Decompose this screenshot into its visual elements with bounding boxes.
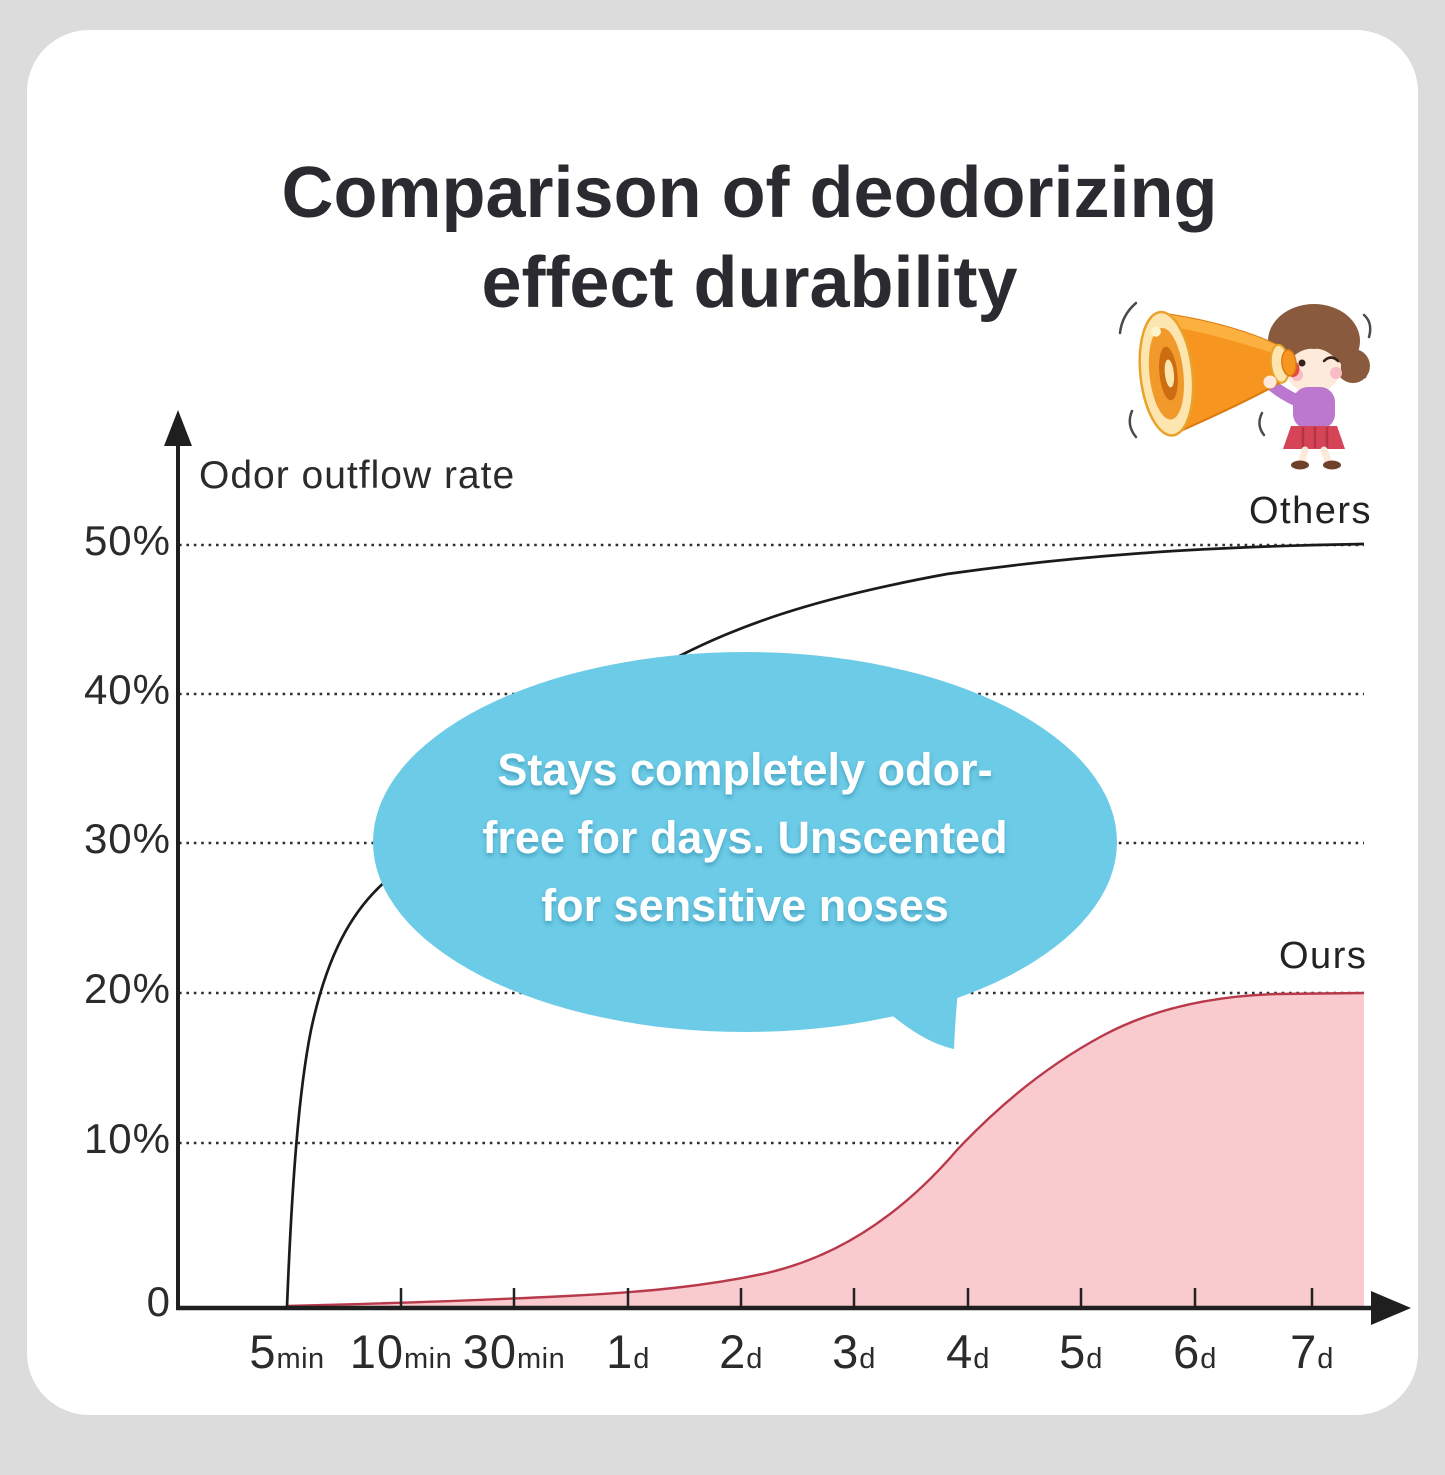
bubble-text-line-1: Stays completely odor- [497,744,993,795]
y-tick-label-20: 20% [83,965,171,1012]
y-tick-label-40: 40% [83,666,171,713]
x-tick-label-2d: 2d [719,1325,763,1378]
megaphone-icon [1138,310,1297,437]
girl-hand [1263,375,1277,389]
y-tick-label-0: 0 [146,1278,171,1325]
motion-line-icon [1362,313,1372,339]
title-line-2: effect durability [481,243,1018,323]
series-label-others: Others [1249,490,1373,532]
speech-bubble-body [373,652,1117,1032]
card: Comparison of deodorizing effect durabil… [27,30,1418,1415]
x-tick-label-7d: 7d [1290,1325,1334,1378]
x-axis-ticks [399,1288,1314,1306]
speech-bubble-text: Stays completely odor- free for days. Un… [407,736,1083,940]
page-background: { "page": { "background": "#dcdcdc", "ca… [27,30,1418,1415]
x-tick-label-6d: 6d [1173,1325,1217,1378]
x-tick-label-1d: 1d [606,1325,650,1378]
y-axis-title: Odor outflow rate [199,454,516,497]
y-tick-label-10: 10% [83,1115,171,1162]
motion-line-icon [1128,409,1138,439]
y-tick-label-50: 50% [83,517,171,564]
y-axis-arrow-icon [164,410,192,446]
axes [164,410,1411,1325]
x-tick-label-30min: 30min [462,1325,566,1378]
series-label-ours: Ours [1279,935,1368,977]
x-tick-label-10min: 10min [349,1325,453,1378]
bubble-text-line-2: free for days. Unscented [482,812,1008,863]
megaphone-girl-illustration [1118,301,1372,470]
y-tick-label-30: 30% [83,815,171,862]
motion-line-icon [1258,411,1266,437]
x-axis-arrow-icon [1371,1291,1411,1325]
speech-bubble [373,652,1117,1049]
title-line-1: Comparison of deodorizing [281,153,1218,233]
x-tick-label-3d: 3d [832,1325,876,1378]
x-tick-label-5d: 5d [1059,1325,1103,1378]
bubble-text-line-3: for sensitive noses [541,880,949,931]
x-tick-label-5min: 5min [249,1325,325,1378]
chart-canvas [164,410,1411,1325]
motion-line-icon [1118,301,1138,335]
ours-area [287,993,1364,1306]
ours-line [286,991,1365,1308]
x-tick-label-4d: 4d [946,1325,990,1378]
page-title: Comparison of deodorizing effect durabil… [54,148,1445,328]
